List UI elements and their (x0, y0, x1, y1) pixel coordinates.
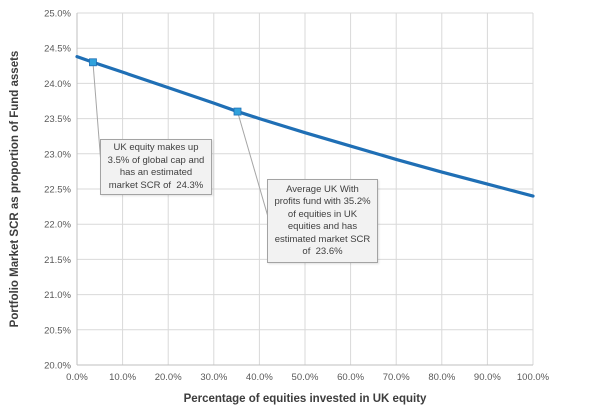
x-tick-label: 10.0% (109, 372, 136, 383)
callout-leader-line (237, 111, 269, 217)
x-tick-label: 100.0% (517, 372, 550, 383)
callout-leader-line (92, 62, 102, 165)
annotation-line: 3.5% of global cap and (107, 154, 205, 166)
x-axis-title: Percentage of equities invested in UK eq… (183, 393, 427, 405)
x-tick-label: 50.0% (292, 372, 319, 383)
data-point-marker (233, 107, 242, 116)
y-tick-label: 24.0% (44, 79, 71, 90)
annotation-line: has an estimated (119, 167, 193, 178)
annotation-line: UK equity makes up (113, 142, 199, 153)
y-tick-label: 23.5% (44, 114, 71, 125)
y-tick-label: 24.5% (44, 44, 71, 55)
x-tick-label: 70.0% (383, 372, 410, 383)
annotation-line: Average UK With (286, 183, 359, 195)
y-axis-title: Portfolio Market SCR as proportion of Fu… (9, 50, 21, 328)
data-point-marker (89, 58, 97, 67)
annotation-average-uk-fund-callout: Average UK With profits fund with 35.2% of… (267, 179, 378, 263)
x-tick-label: 0.0% (66, 372, 88, 383)
x-tick-label: 80.0% (428, 372, 455, 383)
annotation-line: profits fund with 35.2% (274, 196, 371, 207)
y-tick-label: 21.5% (44, 255, 71, 266)
x-tick-label: 20.0% (155, 372, 182, 383)
x-tick-label: 90.0% (474, 372, 501, 383)
scr-data-line (75, 55, 535, 198)
y-tick-label: 20.5% (44, 325, 71, 336)
x-tick-label: 30.0% (200, 372, 227, 383)
x-tick-label: 40.0% (246, 372, 273, 383)
annotation-uk-equity-callout: UK equity makes up 3.5% of global cap and… (100, 139, 212, 195)
y-tick-label: 25.0% (44, 9, 71, 20)
x-tick-label: 60.0% (337, 372, 364, 383)
y-tick-label: 20.0% (44, 361, 71, 372)
annotation-line: of 23.6% (302, 246, 343, 257)
y-tick-label: 22.0% (44, 220, 71, 231)
annotation-line: equities and has (287, 221, 358, 232)
annotation-line: of equities in UK (287, 208, 358, 220)
y-tick-label: 22.5% (44, 185, 71, 196)
y-tick-label: 21.0% (44, 290, 71, 301)
annotation-line: estimated market SCR (274, 233, 371, 245)
annotation-line: market SCR of 24.3% (108, 179, 204, 191)
y-tick-label: 23.0% (44, 149, 71, 160)
